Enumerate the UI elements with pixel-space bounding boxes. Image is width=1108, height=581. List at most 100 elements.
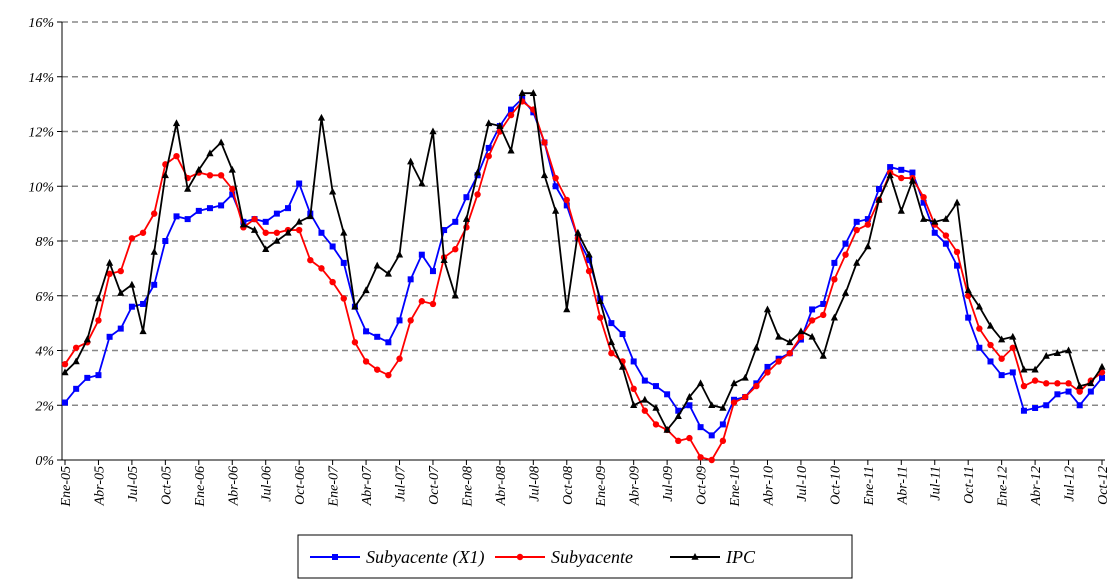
marker xyxy=(396,355,403,362)
legend-label: Subyacente (X1) xyxy=(366,547,484,568)
marker xyxy=(696,379,705,387)
marker xyxy=(663,425,671,433)
marker xyxy=(820,311,827,319)
marker xyxy=(195,165,203,173)
marker xyxy=(451,291,459,299)
legend-box xyxy=(297,534,853,579)
x-tick-label: Oct-07 xyxy=(427,465,442,505)
marker xyxy=(440,256,448,263)
marker xyxy=(139,229,147,236)
marker xyxy=(206,205,213,212)
marker xyxy=(239,220,248,228)
marker xyxy=(819,351,827,359)
marker xyxy=(809,306,816,313)
marker xyxy=(1031,377,1039,384)
marker xyxy=(685,393,694,400)
x-tick-label: Jul-07 xyxy=(394,465,409,502)
marker xyxy=(652,421,660,428)
marker xyxy=(975,302,983,310)
marker xyxy=(1054,391,1061,398)
marker xyxy=(886,171,894,179)
marker xyxy=(362,358,370,365)
marker xyxy=(763,305,772,313)
marker xyxy=(920,199,927,206)
marker xyxy=(563,305,571,313)
y-tick-label: 12% xyxy=(28,126,54,141)
marker xyxy=(1098,362,1106,370)
marker xyxy=(764,363,771,370)
marker xyxy=(1053,349,1061,357)
marker xyxy=(295,217,303,225)
marker xyxy=(797,333,805,341)
x-tick-label: Abr-11 xyxy=(895,466,910,505)
marker xyxy=(730,399,738,406)
marker xyxy=(106,333,113,340)
marker xyxy=(529,89,537,96)
x-tick-label: Jul-09 xyxy=(661,466,676,502)
marker xyxy=(117,289,125,296)
x-tick-label: Abr-08 xyxy=(494,466,509,506)
marker xyxy=(608,320,615,327)
marker xyxy=(72,357,80,365)
marker xyxy=(418,251,425,258)
marker xyxy=(340,228,348,236)
marker xyxy=(229,191,236,198)
marker xyxy=(184,184,192,192)
y-tick-label: 4% xyxy=(35,345,54,360)
marker xyxy=(128,303,135,310)
marker xyxy=(875,185,882,192)
series-line xyxy=(64,100,1103,462)
marker xyxy=(340,295,347,302)
marker xyxy=(273,229,281,236)
x-tick-label: Abr-06 xyxy=(226,466,241,506)
marker xyxy=(284,228,292,236)
marker xyxy=(1076,388,1083,395)
marker xyxy=(128,235,136,242)
marker xyxy=(697,454,704,461)
marker xyxy=(172,119,181,127)
marker xyxy=(730,379,738,387)
x-tick-label: Ene-07 xyxy=(327,465,342,507)
marker xyxy=(641,407,649,414)
marker xyxy=(540,171,549,179)
x-tick-label: Oct-06 xyxy=(293,466,308,505)
marker xyxy=(329,278,336,286)
marker xyxy=(95,317,102,324)
x-tick-label: Abr-12 xyxy=(1029,466,1044,506)
marker xyxy=(1065,380,1072,387)
marker xyxy=(206,172,214,179)
marker xyxy=(708,456,715,464)
marker xyxy=(485,152,492,160)
marker xyxy=(296,180,303,187)
marker xyxy=(664,391,671,398)
marker xyxy=(897,206,905,214)
legend-label: IPC xyxy=(725,547,756,567)
marker xyxy=(931,217,939,225)
marker xyxy=(675,437,682,445)
marker xyxy=(608,350,615,357)
marker xyxy=(864,216,871,223)
marker xyxy=(563,196,570,204)
marker xyxy=(719,437,727,445)
marker xyxy=(195,207,202,214)
marker xyxy=(351,339,359,346)
marker xyxy=(775,332,783,340)
marker xyxy=(775,358,782,365)
marker xyxy=(363,328,370,335)
marker xyxy=(173,152,180,160)
marker xyxy=(741,393,749,401)
series-line xyxy=(64,97,1103,437)
legend-marker xyxy=(332,554,338,560)
marker xyxy=(229,185,236,193)
marker xyxy=(117,267,124,275)
x-tick-label: Abr-09 xyxy=(628,466,643,506)
marker xyxy=(106,270,113,278)
marker xyxy=(552,206,560,214)
marker xyxy=(351,302,359,310)
marker xyxy=(541,139,548,146)
x-tick-label: Ene-08 xyxy=(460,466,475,507)
marker xyxy=(965,314,972,321)
marker xyxy=(318,229,325,236)
marker xyxy=(808,332,816,340)
marker xyxy=(161,171,169,179)
